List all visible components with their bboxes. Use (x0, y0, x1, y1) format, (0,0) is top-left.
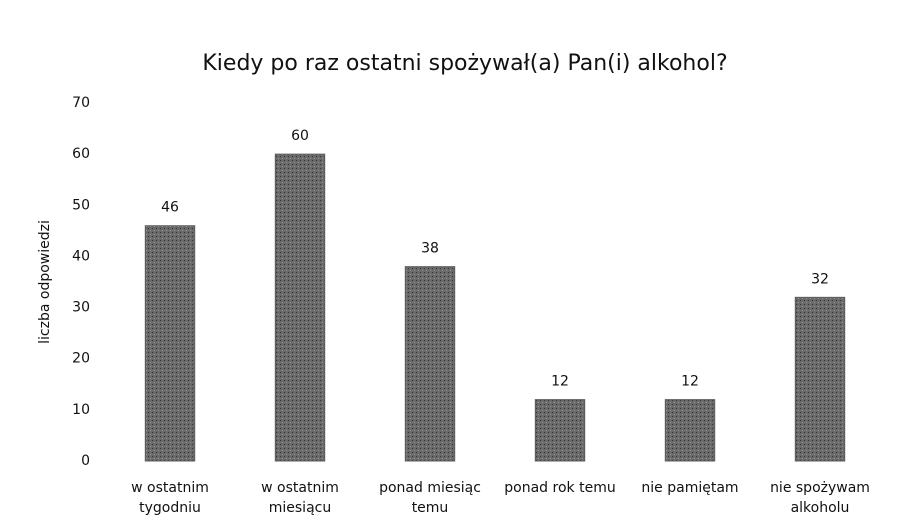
value-label: 38 (421, 241, 439, 257)
x-tick-label: ponad rok temu (504, 480, 616, 496)
y-tick-label: 50 (72, 197, 90, 213)
y-tick-label: 30 (72, 300, 90, 316)
x-tick-label: w ostatnim miesiącu (261, 480, 339, 516)
y-tick-label: 20 (72, 351, 90, 367)
x-tick-label: ponad miesiąc temu (379, 480, 481, 516)
chart-title: Kiedy po raz ostatni spożywał(a) Pan(i) … (202, 51, 727, 76)
y-axis-label: liczba odpowiedzi (37, 220, 53, 344)
value-label: 12 (551, 374, 569, 390)
value-label: 60 (291, 128, 309, 144)
bar (794, 296, 846, 462)
bar (404, 266, 456, 462)
y-tick-label: 60 (72, 146, 90, 162)
x-tick-label: w ostatnim tygodniu (131, 480, 209, 516)
value-label: 12 (681, 374, 699, 390)
x-tick-label: nie pamiętam (641, 480, 739, 496)
y-tick-label: 0 (81, 453, 90, 469)
y-tick-label: 40 (72, 248, 90, 264)
y-tick-label: 70 (72, 95, 90, 111)
bar (144, 225, 196, 462)
bar (274, 153, 326, 462)
bar (664, 399, 716, 462)
x-tick-label: nie spożywam alkoholu (770, 480, 870, 516)
value-label: 46 (161, 200, 179, 216)
bar (534, 399, 586, 462)
y-tick-label: 10 (72, 402, 90, 418)
value-label: 32 (811, 271, 829, 287)
